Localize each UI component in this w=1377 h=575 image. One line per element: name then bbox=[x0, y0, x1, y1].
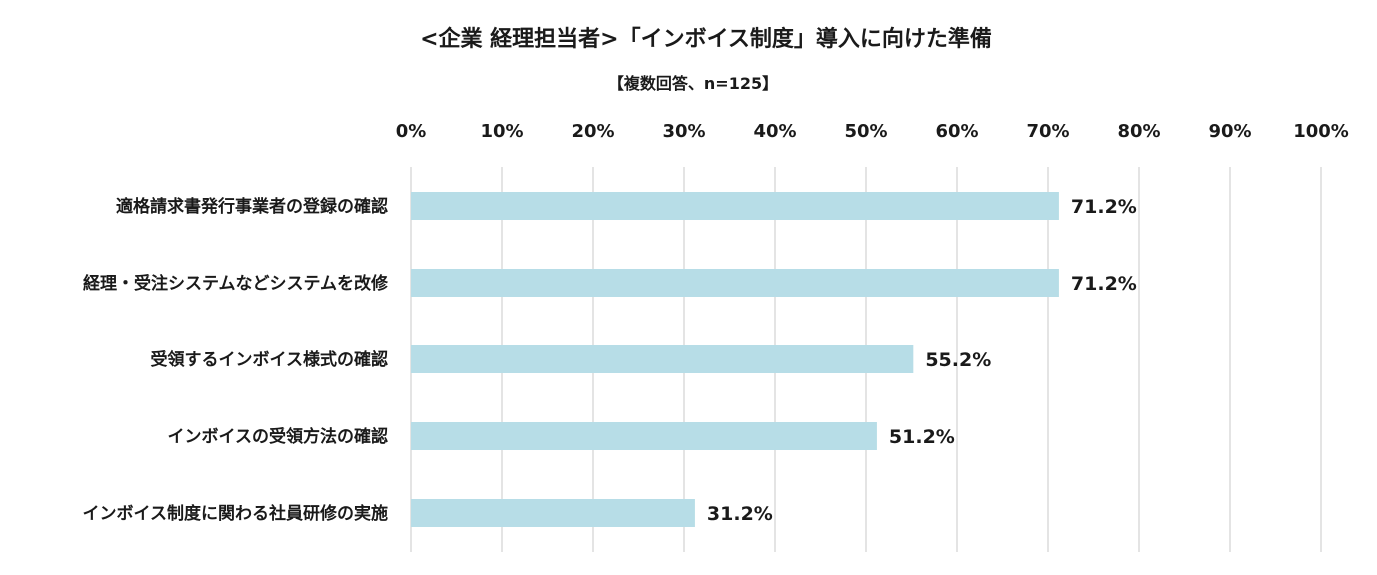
x-tick-label-4: 40% bbox=[753, 121, 796, 142]
x-tick-label-5: 50% bbox=[844, 121, 887, 142]
x-tick-label-3: 30% bbox=[662, 121, 705, 142]
x-tick-label-1: 10% bbox=[480, 121, 523, 142]
bar-2 bbox=[411, 345, 914, 373]
value-label-3: 51.2% bbox=[889, 426, 955, 448]
x-tick-label-0: 0% bbox=[396, 121, 427, 142]
x-tick-label-6: 60% bbox=[935, 121, 978, 142]
category-label-4: インボイス制度に関わる社員研修の実施 bbox=[83, 503, 389, 524]
chart-subtitle: 【複数回答、n=125】 bbox=[608, 74, 778, 93]
x-tick-label-9: 90% bbox=[1208, 121, 1251, 142]
x-tick-label-8: 80% bbox=[1117, 121, 1160, 142]
bar-1 bbox=[411, 269, 1059, 297]
x-axis-ticks: 0% 10% 20% 30% 40% 50% 60% 70% 80% 90% 100% bbox=[396, 121, 1349, 142]
x-tick-label-7: 70% bbox=[1026, 121, 1069, 142]
x-tick-label-2: 20% bbox=[571, 121, 614, 142]
x-tick-label-10: 100% bbox=[1293, 121, 1349, 142]
category-label-1: 経理・受注システムなどシステムを改修 bbox=[83, 273, 389, 294]
bar-0 bbox=[411, 192, 1059, 220]
category-label-0: 適格請求書発行事業者の登録の確認 bbox=[116, 196, 388, 217]
category-labels: 適格請求書発行事業者の登録の確認経理・受注システムなどシステムを改修受領するイン… bbox=[83, 196, 389, 524]
value-label-4: 31.2% bbox=[707, 503, 773, 525]
bar-3 bbox=[411, 422, 877, 450]
value-label-2: 55.2% bbox=[925, 349, 991, 371]
category-label-3: インボイスの受領方法の確認 bbox=[168, 426, 389, 447]
bars bbox=[411, 192, 1059, 527]
bar-4 bbox=[411, 499, 695, 527]
chart-title: <企業 経理担当者>「インボイス制度」導入に向けた準備 bbox=[420, 26, 992, 52]
value-labels: 71.2% 71.2% 55.2% 51.2% 31.2% bbox=[707, 196, 1137, 525]
value-label-1: 71.2% bbox=[1071, 273, 1137, 295]
value-label-0: 71.2% bbox=[1071, 196, 1137, 218]
category-label-2: 受領するインボイス様式の確認 bbox=[151, 349, 389, 370]
